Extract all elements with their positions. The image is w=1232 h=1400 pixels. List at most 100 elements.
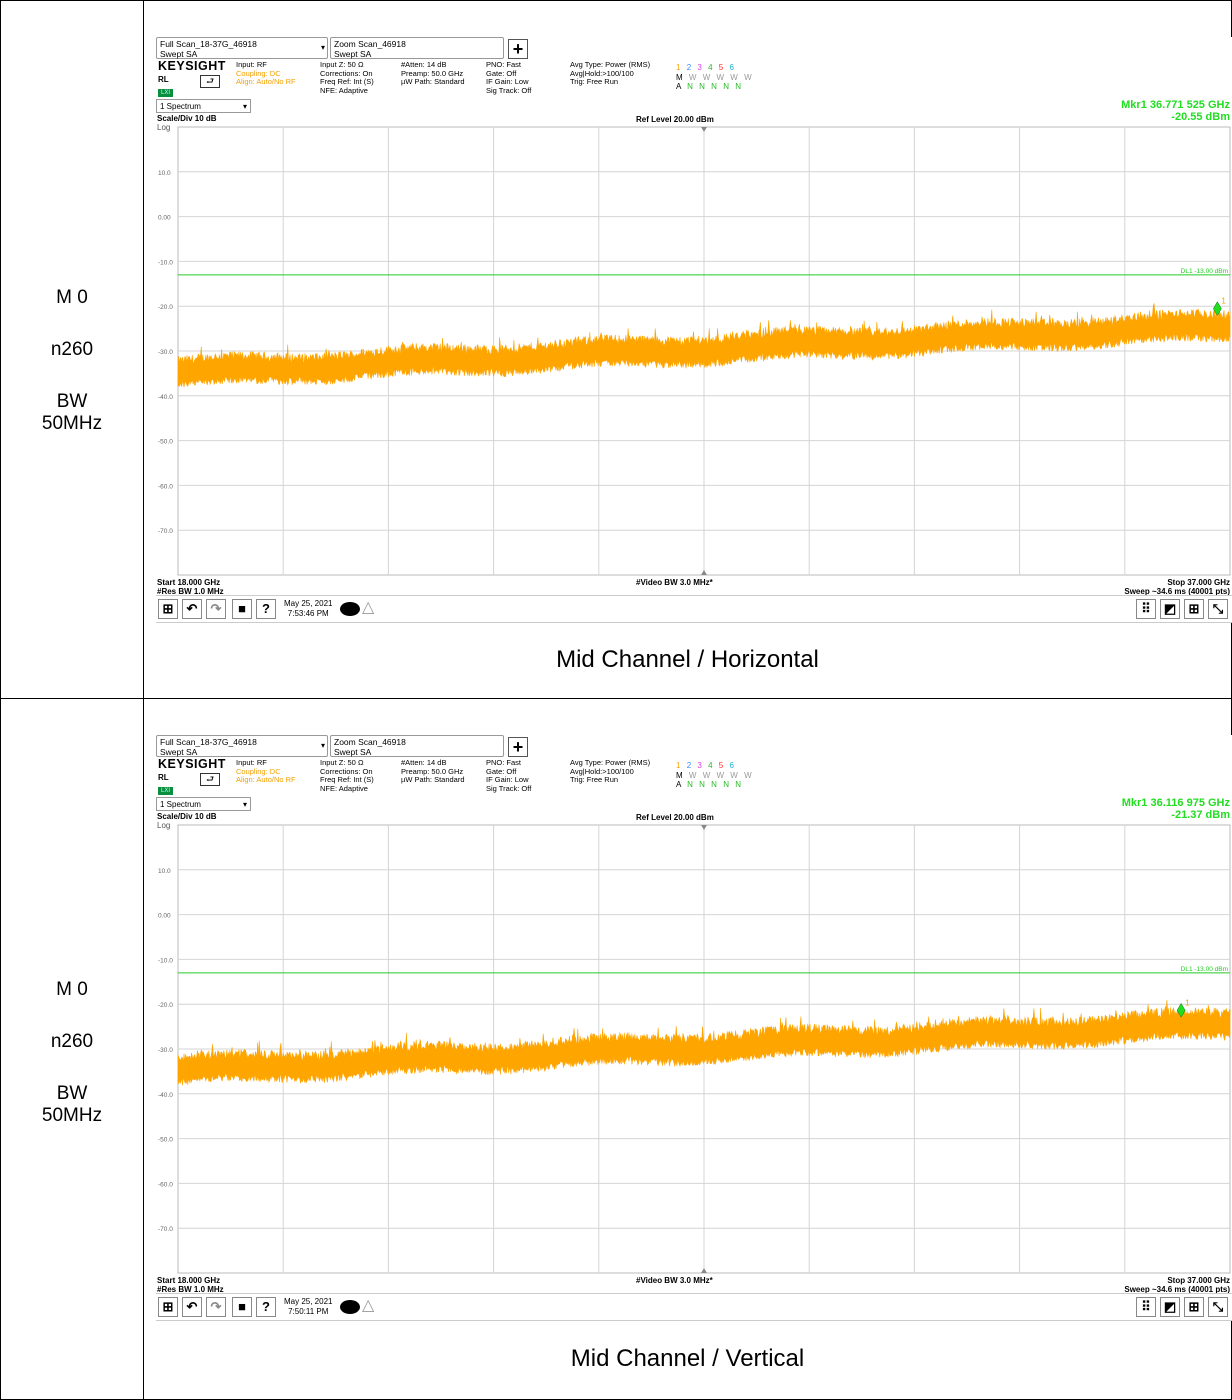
message-icon[interactable]: ⮐ (200, 773, 220, 786)
folder-icon[interactable]: ■ (232, 599, 252, 619)
grid-layout-icon[interactable]: ⠿ (1136, 1297, 1156, 1317)
trace-types: M W W W W W (676, 771, 754, 781)
spectrum-plot[interactable]: 10.0 0.00 -10.0 -20.0 -30.0 -40.0 -50.0 -60.0 -7… (156, 823, 1232, 1275)
spectrum-plot[interactable]: 10.0 0.00 -10.0 -20.0 -30.0 -40.0 -50.0 -60.0 -7… (156, 125, 1232, 577)
redo-icon[interactable]: ↷ (206, 1297, 226, 1317)
trace-indicators[interactable]: 1 2 3 4 5 6 M W W W W W A N N N N N (676, 63, 754, 92)
ref-marker-bottom (701, 570, 707, 575)
tab-zoom-scan[interactable]: Zoom Scan_46918 Swept SA (330, 735, 504, 757)
info-line: Preamp: 50.0 GHz (401, 68, 464, 78)
test-labels: M 0 n260 BW 50MHz (1, 287, 143, 435)
y-tick-label: -50.0 (158, 1137, 173, 1144)
start-freq-label[interactable]: Start 18.000 GHz (157, 578, 221, 587)
trace-1-line (177, 303, 1231, 388)
pno-settings[interactable]: PNO: Fast Gate: Off IF Gain: Low Sig Tra… (486, 60, 532, 95)
info-line: Avg Type: Power (RMS) (570, 758, 651, 767)
atten-settings[interactable]: #Atten: 14 dB Preamp: 50.0 GHz µW Path: … (401, 758, 465, 785)
trace-det: N (735, 780, 743, 789)
window-header: 1 Spectrum ▾ Scale/Div 10 dB Log Ref Lev… (156, 797, 1232, 830)
warning-icon[interactable]: △ (362, 599, 375, 616)
stop-freq-label[interactable]: Stop 37.000 GHz (1167, 578, 1230, 587)
window-layout-icon[interactable]: ⊞ (1184, 599, 1204, 619)
y-tick-label: -70.0 (158, 528, 173, 535)
input-z-settings[interactable]: Input Z: 50 Ω Corrections: On Freq Ref: … (320, 60, 374, 95)
info-line: Sig Track: Off (486, 85, 532, 95)
spectrum-chart[interactable]: 10.0 0.00 -10.0 -20.0 -30.0 -40.0 -50.0 -60.0 -7… (156, 823, 1232, 1275)
video-bw-label[interactable]: #Video BW 3.0 MHz* (636, 578, 713, 587)
marker-1-diamond (1213, 301, 1222, 317)
windows-icon[interactable]: ⊞ (158, 1297, 178, 1317)
undo-icon[interactable]: ↶ (182, 599, 202, 619)
warning-icon[interactable]: △ (362, 1297, 375, 1314)
res-bw-label[interactable]: #Res BW 1.0 MHz (157, 587, 224, 596)
message-icon[interactable]: ⮐ (200, 75, 220, 88)
trace-det: N (735, 82, 743, 91)
y-tick-label: -20.0 (158, 1002, 173, 1009)
chat-icon[interactable] (340, 602, 360, 616)
res-bw-label[interactable]: #Res BW 1.0 MHz (157, 1285, 224, 1294)
y-tick-label: -60.0 (158, 1181, 173, 1188)
info-line: PNO: Fast (486, 60, 522, 69)
scale-div-label[interactable]: Scale/Div 10 dB (157, 114, 217, 123)
tab-full-scan[interactable]: Full Scan_18-37G_46918 Swept SA ▾ (156, 735, 328, 757)
input-z-settings[interactable]: Input Z: 50 Ω Corrections: On Freq Ref: … (320, 758, 374, 793)
marker-readout[interactable]: Mkr1 36.116 975 GHz -21.37 dBm (1122, 797, 1230, 821)
add-screen-button[interactable]: + (508, 39, 528, 59)
grid-layout-icon[interactable]: ⠿ (1136, 599, 1156, 619)
marker-readout[interactable]: Mkr1 36.771 525 GHz -20.55 dBm (1121, 99, 1230, 123)
start-freq-label[interactable]: Start 18.000 GHz (157, 1276, 221, 1285)
avg-settings[interactable]: Avg Type: Power (RMS) Avg|Hold:>100/100 … (570, 60, 650, 87)
trace-1: 1 (676, 761, 683, 770)
atten-settings[interactable]: #Atten: 14 dB Preamp: 50.0 GHz µW Path: … (401, 60, 465, 87)
stop-freq-label[interactable]: Stop 37.000 GHz (1167, 1276, 1230, 1285)
tab-zoom-scan[interactable]: Zoom Scan_46918 Swept SA (330, 37, 504, 59)
window-select[interactable]: 1 Spectrum ▾ (156, 99, 251, 113)
y-tick-label: -30.0 (158, 349, 173, 356)
marker-1-label: 1 (1221, 297, 1226, 306)
touch-icon[interactable]: ◩ (1160, 599, 1180, 619)
redo-icon[interactable]: ↷ (206, 599, 226, 619)
info-line: Avg|Hold:>100/100 (570, 68, 634, 78)
fullscreen-icon[interactable]: ⤡ (1208, 599, 1228, 619)
ref-marker-bottom (701, 1268, 707, 1273)
pno-settings[interactable]: PNO: Fast Gate: Off IF Gain: Low Sig Tra… (486, 758, 531, 793)
window-select[interactable]: 1 Spectrum ▾ (156, 797, 251, 811)
marker-freq: Mkr1 36.116 975 GHz (1121, 797, 1230, 809)
help-icon[interactable]: ? (256, 1297, 276, 1317)
marker-freq: Mkr1 36.771 525 GHz (1121, 99, 1230, 111)
display-line-label: DL1 -13.00 dBm (1181, 268, 1228, 275)
trace-4: 4 (708, 761, 715, 770)
info-line: Gate: Off (486, 68, 517, 78)
video-bw-label[interactable]: #Video BW 3.0 MHz* (636, 1276, 713, 1285)
info-line: Avg|Hold:>100/100 (570, 766, 634, 776)
sweep-label[interactable]: Sweep ~34.6 ms (40001 pts) (1124, 1285, 1230, 1294)
bw-label: BW (56, 391, 88, 412)
sweep-label[interactable]: Sweep ~34.6 ms (40001 pts) (1124, 587, 1230, 596)
undo-icon[interactable]: ↶ (182, 1297, 202, 1317)
input-settings[interactable]: Input: RF Coupling: DC Align: Auto/No RF (236, 758, 296, 785)
input-settings[interactable]: Input: RF Coupling: DC Align: Auto/No RF (236, 60, 296, 87)
window-layout-icon[interactable]: ⊞ (1184, 1297, 1204, 1317)
help-icon[interactable]: ? (256, 599, 276, 619)
windows-icon[interactable]: ⊞ (158, 599, 178, 619)
ref-level-label[interactable]: Ref Level 20.00 dBm (636, 115, 714, 124)
chevron-down-icon: ▾ (242, 800, 247, 809)
marker-level: -21.37 dBm (1171, 809, 1230, 821)
tab-full-scan[interactable]: Full Scan_18-37G_46918 Swept SA ▾ (156, 37, 328, 59)
trace-indicators[interactable]: 1 2 3 4 5 6 M W W W W W A N N N N N (676, 761, 754, 790)
add-screen-button[interactable]: + (508, 737, 528, 757)
ref-level-label[interactable]: Ref Level 20.00 dBm (636, 813, 714, 822)
touch-icon[interactable]: ◩ (1160, 1297, 1180, 1317)
info-line: Corrections: On (320, 68, 373, 78)
avg-settings[interactable]: Avg Type: Power (RMS) Avg|Hold:>100/100 … (570, 758, 651, 785)
trace-5: 5 (718, 63, 726, 72)
fullscreen-icon[interactable]: ⤡ (1208, 1297, 1228, 1317)
spectrum-chart[interactable]: 10.0 0.00 -10.0 -20.0 -30.0 -40.0 -50.0 -60.0 -7… (156, 125, 1232, 577)
trace-1-line (177, 999, 1231, 1086)
folder-icon[interactable]: ■ (232, 1297, 252, 1317)
info-line: Freq Ref: Int (S) (320, 775, 374, 784)
chat-icon[interactable] (340, 1300, 360, 1314)
scale-div-label[interactable]: Scale/Div 10 dB (157, 812, 217, 821)
y-tick-label: -40.0 (158, 1092, 173, 1099)
info-line: Input: RF (236, 758, 267, 767)
